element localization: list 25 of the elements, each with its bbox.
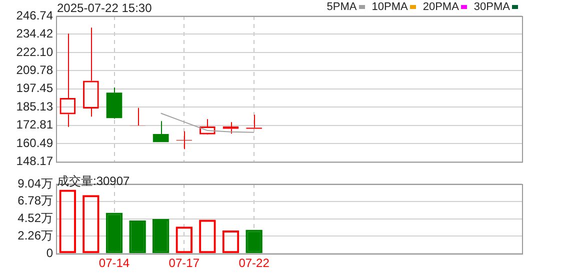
y-tick-label: 0 [46,246,54,260]
x-tick-label: 07-22 [238,256,270,270]
legend-label: 10PMA [372,1,408,13]
y-tick-label: 172.81 [16,118,54,132]
legend-label: 30PMA [474,1,510,13]
y-tick-label: 185.13 [16,99,54,114]
x-tick-label: 07-14 [98,256,130,270]
legend-label: 5PMA [326,1,357,13]
candlestick [106,87,122,118]
x-tick-label: 07-17 [168,256,200,270]
y-tick-label: 246.74 [16,8,54,22]
chart-title: 成交量:30907 [57,173,130,190]
y-tick-label: 148.17 [16,154,54,168]
y-tick-label: 160.49 [16,136,54,150]
y-tick-label: 197.45 [16,81,54,96]
y-tick-label: 6.78万 [18,194,53,208]
y-tick-label: 209.78 [16,62,54,77]
y-tick-label: 222.10 [16,44,54,59]
legend-label: 20PMA [422,1,459,13]
y-tick-label: 234.42 [16,26,54,41]
candlestick [152,120,169,142]
y-tick-label: 4.52万 [18,211,53,226]
y-tick-label: 2.26万 [18,228,53,243]
y-tick-label: 9.04万 [18,176,53,190]
chart-title: 2025-07-22 15:30 [57,1,152,15]
